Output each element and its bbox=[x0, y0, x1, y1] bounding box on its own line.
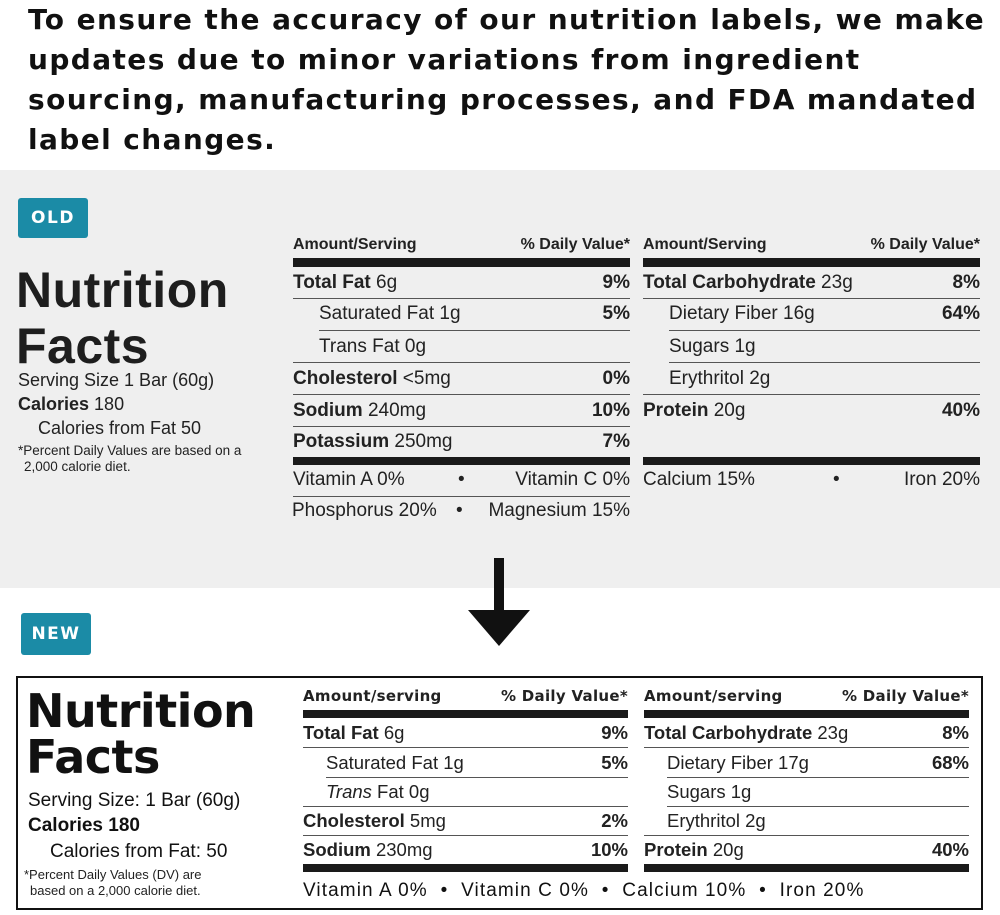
new-serving-size: Serving Size: 1 Bar (60g) bbox=[28, 790, 241, 811]
old-calories-label: Calories bbox=[18, 394, 90, 414]
iron: Iron 20% bbox=[903, 469, 980, 490]
old-label-panel bbox=[0, 170, 1000, 588]
thick-rule bbox=[303, 864, 628, 872]
row-divider bbox=[293, 298, 630, 299]
thick-rule bbox=[293, 258, 630, 267]
row-divider bbox=[643, 298, 980, 299]
arrow-down-icon bbox=[468, 558, 530, 646]
row-divider bbox=[326, 777, 628, 778]
daily-value-header: % Daily Value* bbox=[520, 236, 630, 253]
row-divider bbox=[303, 747, 628, 748]
new-right-table: Amount/serving % Daily Value* Total Carb… bbox=[644, 687, 969, 873]
new-title: Nutrition Facts bbox=[26, 684, 256, 784]
old-title: Nutrition Facts bbox=[16, 262, 229, 374]
daily-value-header: % Daily Value* bbox=[500, 687, 628, 705]
row-divider bbox=[669, 362, 980, 363]
row-divider bbox=[293, 426, 630, 427]
row-divider bbox=[293, 362, 630, 363]
amount-serving-header: Amount/Serving bbox=[293, 236, 417, 253]
daily-value-header: % Daily Value* bbox=[870, 236, 980, 253]
new-calories-from-fat: Calories from Fat: 50 bbox=[50, 841, 228, 862]
old-title-line2: Facts bbox=[16, 318, 150, 374]
amount-serving-header: Amount/serving bbox=[644, 687, 783, 705]
old-calories-value: 180 bbox=[89, 394, 125, 414]
magnesium: Magnesium 15% bbox=[488, 500, 630, 521]
row-divider bbox=[303, 806, 628, 807]
amount-serving-header: Amount/serving bbox=[303, 687, 442, 705]
row-divider bbox=[669, 330, 980, 331]
row-divider bbox=[644, 747, 969, 748]
new-title-line2: Facts bbox=[26, 730, 160, 784]
bullet: • bbox=[456, 500, 463, 521]
new-vitamins-line: Vitamin A 0% • Vitamin C 0% • Calcium 10… bbox=[303, 880, 865, 901]
vitamin-c: Vitamin C 0% bbox=[515, 469, 630, 490]
row-divider bbox=[319, 330, 630, 331]
new-calories: Calories 180 bbox=[28, 815, 140, 836]
phosphorus: Phosphorus 20% bbox=[292, 500, 437, 521]
row-divider bbox=[293, 496, 630, 497]
bullet: • bbox=[833, 469, 840, 490]
old-calories: Calories 180 bbox=[18, 394, 124, 415]
calcium: Calcium 15% bbox=[643, 469, 755, 490]
old-right-table: Amount/Serving % Daily Value* Total Carb… bbox=[643, 236, 980, 490]
new-title-line1: Nutrition bbox=[26, 684, 256, 738]
row-divider bbox=[303, 835, 628, 836]
daily-value-header: % Daily Value* bbox=[841, 687, 969, 705]
old-badge: OLD bbox=[18, 198, 88, 238]
thick-rule bbox=[643, 457, 980, 465]
old-calories-from-fat: Calories from Fat 50 bbox=[38, 418, 202, 438]
old-dv-note-2: 2,000 calorie diet. bbox=[24, 459, 131, 474]
thick-rule bbox=[644, 864, 969, 872]
vitamin-a: Vitamin A 0% bbox=[293, 469, 405, 490]
old-left-table: Amount/Serving % Daily Value* Total Fat … bbox=[292, 236, 630, 521]
row-divider bbox=[643, 394, 980, 395]
new-dv-note-1: *Percent Daily Values (DV) are bbox=[24, 867, 202, 882]
row-divider bbox=[293, 394, 630, 395]
new-badge: NEW bbox=[21, 613, 91, 655]
row-divider bbox=[644, 835, 969, 836]
thick-rule bbox=[644, 710, 969, 718]
old-serving-size: Serving Size 1 Bar (60g) bbox=[18, 370, 215, 390]
row-divider bbox=[667, 806, 969, 807]
thick-rule bbox=[293, 457, 630, 465]
amount-serving-header: Amount/Serving bbox=[643, 236, 767, 253]
old-dv-note-1: *Percent Daily Values are based on a bbox=[18, 443, 242, 458]
headline: To ensure the accuracy of our nutrition … bbox=[28, 3, 985, 156]
thick-rule bbox=[643, 258, 980, 267]
thick-rule bbox=[303, 710, 628, 718]
row-divider bbox=[667, 777, 969, 778]
new-dv-note-2: based on a 2,000 calorie diet. bbox=[30, 883, 201, 898]
bullet: • bbox=[458, 469, 465, 490]
old-title-line1: Nutrition bbox=[16, 262, 229, 318]
new-left-table: Amount/serving % Daily Value* Total Fat … bbox=[303, 687, 628, 873]
